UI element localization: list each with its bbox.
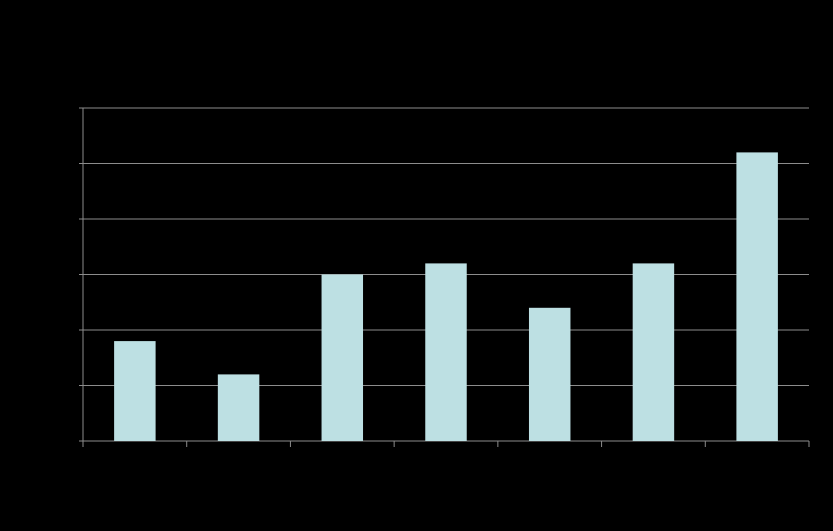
bar	[736, 152, 778, 441]
bar	[114, 341, 156, 441]
bar	[425, 263, 467, 441]
bar	[632, 263, 675, 441]
bar	[217, 374, 260, 441]
bar	[321, 274, 364, 441]
bar	[528, 307, 571, 441]
